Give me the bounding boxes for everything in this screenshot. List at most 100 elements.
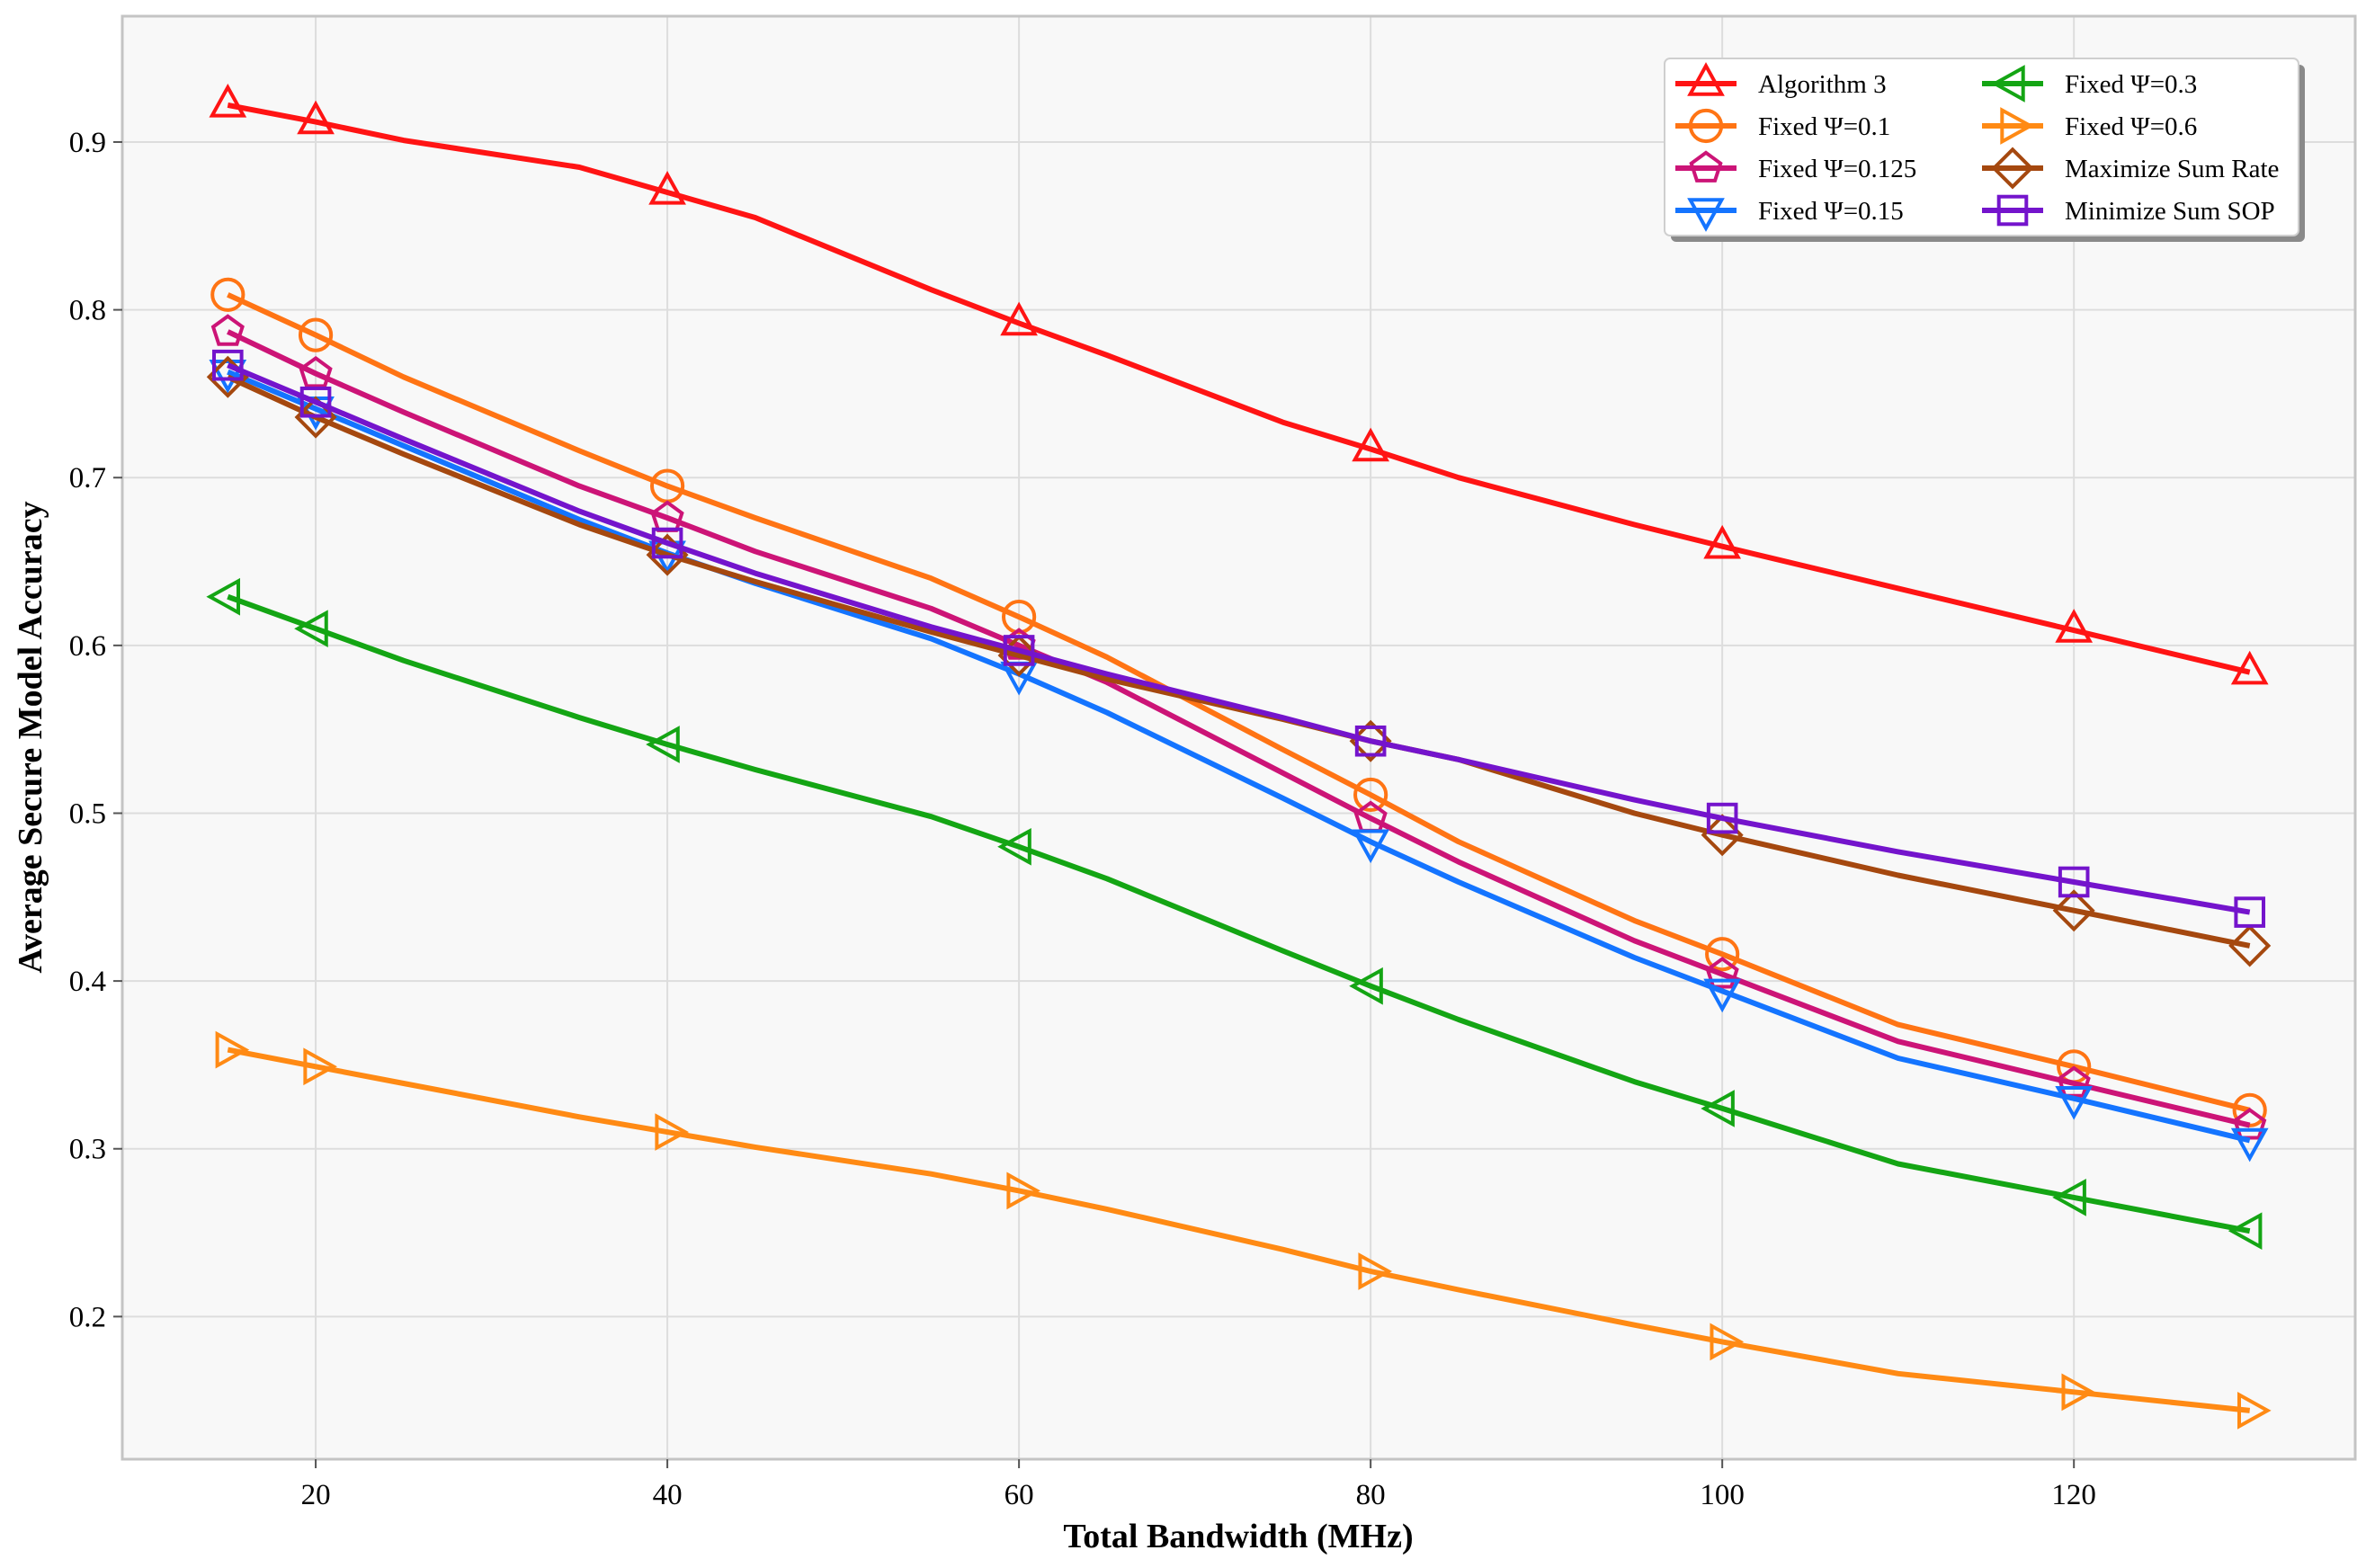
x-tick-label: 100 — [1700, 1479, 1745, 1511]
data-point — [299, 355, 333, 388]
plot-frame — [121, 14, 2357, 1461]
data-point — [1354, 725, 1387, 757]
legend-marker — [1991, 147, 2034, 190]
legend-label: Fixed Ψ=0.125 — [1758, 155, 1916, 183]
legend-item: Fixed Ψ=0.6 — [1982, 107, 2197, 145]
legend-marker — [1687, 62, 1725, 96]
data-point — [2234, 896, 2265, 928]
data-point — [1703, 524, 1742, 559]
y-tick-label: 0.5 — [69, 797, 106, 830]
data-point — [1705, 957, 1739, 989]
legend-marker — [1991, 65, 2025, 102]
x-tick-label: 120 — [2051, 1479, 2096, 1511]
data-point — [2230, 1127, 2269, 1163]
data-point — [1705, 937, 1740, 972]
y-gridlines — [122, 140, 2355, 1318]
x-tick-label: 40 — [653, 1479, 683, 1511]
data-point — [209, 83, 247, 118]
legend-item: Fixed Ψ=0.1 — [1675, 108, 1890, 144]
legend-label: Fixed Ψ=0.1 — [1758, 112, 1890, 141]
plot-background — [122, 16, 2355, 1459]
data-point — [1352, 427, 1389, 462]
data-point — [1701, 1090, 1735, 1127]
legend-label: Maximize Sum Rate — [2065, 155, 2279, 183]
series-0 — [209, 83, 2269, 685]
y-tick-label: 0.3 — [69, 1134, 106, 1166]
data-point — [210, 277, 246, 312]
data-point — [2061, 1373, 2096, 1412]
x-tick-label: 20 — [301, 1479, 331, 1511]
legend-label: Algorithm 3 — [1758, 70, 1887, 99]
legend-marker — [1688, 108, 1724, 144]
y-tick-label: 0.9 — [69, 127, 106, 159]
data-point — [1703, 978, 1742, 1013]
data-point — [212, 349, 244, 381]
data-point — [1710, 1323, 1745, 1361]
series-line — [227, 374, 2251, 949]
data-point — [1000, 301, 1038, 336]
y-tick-label: 0.6 — [69, 630, 106, 663]
x-tick-label: 80 — [1356, 1479, 1386, 1511]
data-point — [294, 610, 328, 648]
y-tick-label: 0.4 — [69, 966, 106, 998]
series-1 — [210, 277, 2267, 1127]
data-point — [1706, 802, 1738, 834]
data-point — [2232, 1092, 2267, 1127]
legend-item: Minimize Sum SOP — [1982, 194, 2275, 227]
y-tick-label: 0.2 — [69, 1301, 106, 1333]
legend-item: Maximize Sum Rate — [1982, 147, 2279, 190]
data-point — [651, 527, 683, 559]
series-line — [227, 362, 2251, 915]
legend: Algorithm 3 Fixed Ψ=0.1 Fixed Ψ=0.125 Fixed… — [1664, 58, 2305, 242]
x-tick-label: 60 — [1004, 1479, 1034, 1511]
series-layer — [206, 83, 2272, 1430]
data-point — [206, 577, 241, 616]
y-axis-ticks: 0.2 0.3 0.4 0.5 0.6 0.7 0.8 0.9 — [69, 127, 122, 1333]
data-point — [2230, 650, 2269, 685]
data-point — [2052, 1179, 2086, 1216]
series-4 — [206, 577, 2263, 1251]
data-point — [997, 827, 1031, 866]
series-line — [227, 292, 2251, 1113]
data-point — [1352, 829, 1389, 864]
legend-marker — [2000, 107, 2034, 145]
data-point — [2237, 1392, 2272, 1430]
x-gridlines — [315, 16, 2076, 1459]
series-7 — [212, 349, 2265, 928]
series-line — [227, 369, 2251, 1144]
data-point — [1006, 1172, 1041, 1210]
series-5 — [215, 1030, 2272, 1430]
y-tick-label: 0.7 — [69, 462, 106, 494]
data-point — [299, 386, 332, 418]
series-line — [227, 593, 2251, 1234]
legend-marker — [1996, 194, 2029, 227]
y-axis-label: Average Secure Model Accuracy — [12, 501, 49, 973]
series-line — [227, 1047, 2251, 1413]
data-point — [210, 314, 245, 346]
data-point — [1353, 777, 1388, 813]
data-point — [298, 317, 334, 352]
data-point — [2058, 866, 2090, 898]
data-point — [2228, 924, 2272, 967]
x-axis-label: Total Bandwidth (MHz) — [1063, 1518, 1413, 1555]
data-point — [2055, 1086, 2094, 1120]
data-point — [2052, 889, 2095, 932]
legend-label: Fixed Ψ=0.15 — [1758, 197, 1904, 226]
data-point — [1358, 1252, 1393, 1290]
legend-item: Fixed Ψ=0.125 — [1675, 150, 1916, 183]
legend-box — [1664, 58, 2299, 236]
data-point — [648, 171, 686, 205]
data-point — [646, 726, 680, 763]
legend-marker — [1689, 150, 1723, 183]
y-tick-label: 0.8 — [69, 295, 106, 327]
legend-item: Fixed Ψ=0.15 — [1675, 197, 1904, 232]
data-point — [1349, 967, 1383, 1005]
legend-marker — [1687, 198, 1725, 232]
legend-item: Algorithm 3 — [1675, 62, 1887, 99]
x-axis-ticks: 20 40 60 80 100 120 — [301, 1459, 2096, 1511]
data-point — [209, 359, 247, 394]
series-line — [227, 102, 2251, 675]
data-point — [1003, 635, 1035, 666]
data-point — [303, 1047, 337, 1086]
